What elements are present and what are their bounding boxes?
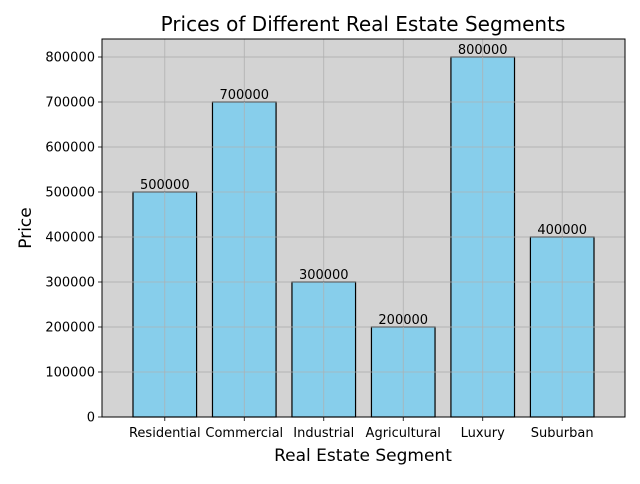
data-label: 800000 [458,43,508,58]
y-tick-label: 600000 [45,141,95,156]
data-label: 400000 [537,223,587,238]
x-tick-label: Residential [129,426,201,441]
x-tick-label: Agricultural [366,426,441,441]
x-tick-label: Industrial [293,426,354,441]
data-label: 200000 [378,313,428,328]
x-tick-label: Commercial [205,426,283,441]
x-axis-ticks: Residential Commercial Industrial Agricultu… [129,417,594,441]
plot-frame [101,38,626,418]
data-label: 300000 [299,268,349,283]
y-tick-label: 700000 [45,96,95,111]
y-tick-label: 400000 [45,231,95,246]
x-tick-label: Luxury [461,426,506,441]
x-axis-label: Real Estate Segment [274,446,452,466]
data-label: 500000 [140,178,190,193]
y-tick-label: 500000 [45,186,95,201]
y-tick-label: 800000 [45,51,95,66]
x-tick-label: Suburban [531,426,594,441]
y-tick-label: 300000 [45,276,95,291]
y-axis-ticks: 0 100000 200000 300000 400000 500000 600000 700… [45,51,102,426]
data-label: 700000 [219,88,269,103]
y-tick-label: 100000 [45,366,95,381]
chart-title: Prices of Different Real Estate Segments [161,12,566,36]
y-tick-label: 200000 [45,321,95,336]
y-tick-label: 0 [87,411,95,426]
y-axis-label: Price [16,207,36,248]
